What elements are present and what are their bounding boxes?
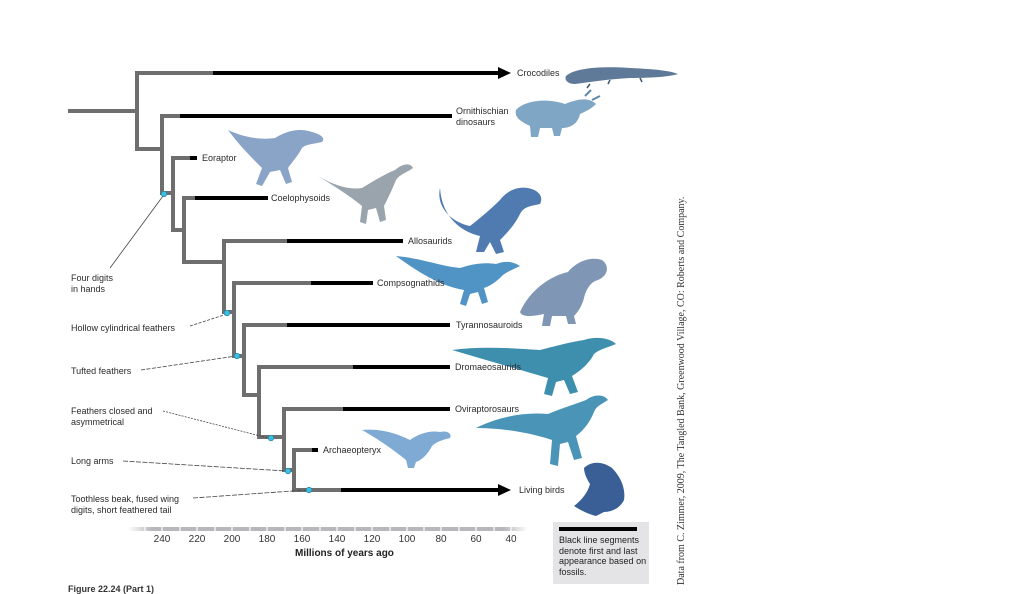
tick-100: 100 [398, 534, 416, 545]
figure-caption: Figure 22.24 (Part 1) [68, 584, 155, 594]
tick-80: 80 [435, 534, 447, 545]
legend-box: Black line segments denote first and las… [553, 522, 649, 584]
taxon-coelophysoids: Coelophysoids [271, 193, 331, 203]
eoraptor-illustration [228, 130, 324, 186]
trait-leaders [109, 195, 308, 499]
time-axis [128, 526, 528, 532]
marker-toothless-beak [305, 486, 313, 494]
tick-40: 40 [505, 534, 517, 545]
marker-hollow-feathers [223, 309, 231, 317]
trait-four-digits-line1: Four digits [71, 273, 114, 283]
tick-180: 180 [258, 534, 276, 545]
compsognathid-illustration [396, 256, 520, 306]
taxon-living-birds: Living birds [519, 485, 565, 495]
tick-240: 240 [153, 534, 171, 545]
axis-title: Millions of years ago [295, 548, 394, 559]
taxon-ornithischian: Ornithischian dinosaurs [456, 106, 509, 128]
taxon-ornithischian-line1: Ornithischian [456, 106, 509, 116]
tyrannosauroid-illustration [520, 258, 607, 326]
taxon-compsognathids: Compsognathids [377, 278, 445, 288]
arrow-crocodiles [498, 67, 511, 79]
ceratopsian-illustration [515, 89, 601, 137]
trait-hollow-feathers: Hollow cylindrical feathers [71, 323, 176, 333]
trait-closed-feathers-line1: Feathers closed and [71, 406, 153, 416]
tick-220: 220 [188, 534, 206, 545]
taxon-eoraptor: Eoraptor [202, 153, 237, 163]
trait-four-digits: Four digits in hands [71, 273, 113, 295]
allosaurid-illustration [439, 187, 542, 254]
trait-toothless-line1: Toothless beak, fused wing [71, 494, 180, 504]
trait-closed-feathers-line2: asymmetrical [71, 417, 125, 427]
living-bird-illustration [574, 462, 625, 516]
taxon-archaeopteryx: Archaeopteryx [323, 445, 382, 455]
fossil-ranges [180, 71, 500, 492]
taxon-oviraptorosaurs: Oviraptorosaurs [455, 404, 520, 414]
archaeopteryx-illustration [362, 429, 451, 468]
trait-toothless-beak: Toothless beak, fused wing digits, short… [71, 494, 179, 516]
arrow-living-birds [498, 484, 511, 496]
taxon-tyrannosauroids: Tyrannosauroids [456, 320, 523, 330]
marker-four-digits [160, 190, 168, 198]
taxon-allosaurids: Allosaurids [408, 236, 453, 246]
tick-160: 160 [293, 534, 311, 545]
trait-tufted-feathers: Tufted feathers [71, 366, 132, 376]
crocodile-illustration [565, 67, 678, 89]
tick-120: 120 [363, 534, 381, 545]
trait-four-digits-line2: in hands [71, 284, 106, 294]
marker-closed-feathers [267, 434, 275, 442]
trait-closed-feathers: Feathers closed and asymmetrical [71, 406, 153, 428]
trait-toothless-line2: digits, short feathered tail [71, 505, 172, 515]
oviraptorosaur-illustration [476, 395, 608, 466]
coelophysoid-illustration [318, 164, 413, 224]
tick-140: 140 [328, 534, 346, 545]
taxon-ornithischian-line2: dinosaurs [456, 117, 496, 127]
trait-long-arms: Long arms [71, 456, 114, 466]
taxon-crocodiles: Crocodiles [517, 68, 560, 78]
legend-text: Black line segments denote first and las… [559, 535, 647, 577]
legend-black-bar [559, 527, 637, 531]
taxon-dromaeosaurids: Dromaeosaurids [455, 362, 522, 372]
tick-60: 60 [470, 534, 482, 545]
data-credit: Data from C. Zimmer, 2009, The Tangled B… [676, 196, 687, 585]
tick-200: 200 [223, 534, 241, 545]
dromaeosaurid-illustration [452, 337, 616, 396]
trait-markers [160, 190, 313, 494]
marker-tufted-feathers [233, 352, 241, 360]
marker-long-arms [284, 467, 292, 475]
